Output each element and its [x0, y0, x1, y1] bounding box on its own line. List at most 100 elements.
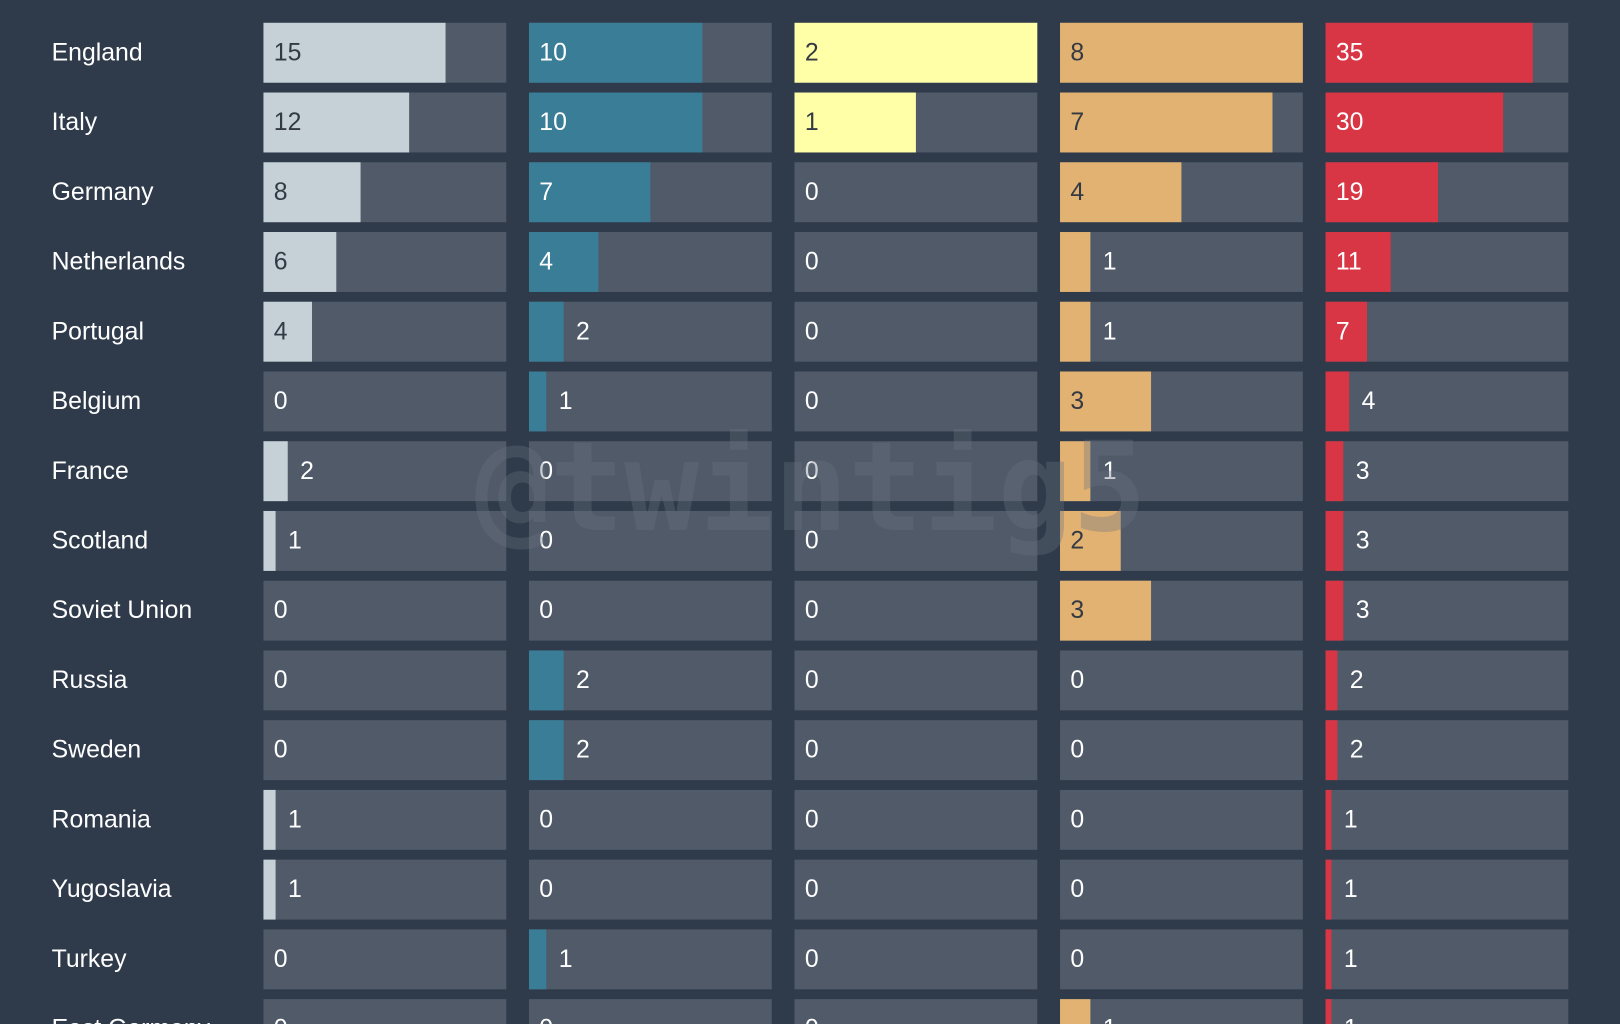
bar-track: [794, 371, 1038, 432]
value-label: 2: [1350, 737, 1364, 764]
bar-track: [794, 789, 1038, 850]
value-label: 3: [1070, 597, 1084, 624]
bar: [1325, 232, 1391, 292]
row-label: Belgium: [52, 388, 142, 415]
value-label: 10: [539, 39, 567, 66]
value-label: 2: [1070, 528, 1084, 555]
bar-track: [1060, 232, 1303, 292]
value-label: 1: [559, 946, 573, 973]
bar: [1325, 22, 1533, 83]
row-label: Romania: [52, 806, 151, 833]
bar: [263, 232, 337, 292]
value-label: 1: [1344, 876, 1358, 903]
row-label: Italy: [52, 109, 98, 136]
bar: [1060, 999, 1091, 1024]
value-label: 7: [539, 179, 553, 206]
bar-track: [1325, 371, 1569, 432]
value-label: 0: [805, 1016, 819, 1024]
value-label: 0: [805, 946, 819, 973]
value-label: 1: [1344, 806, 1358, 833]
bar-track: [263, 650, 507, 711]
bar: [1325, 510, 1344, 571]
value-label: 1: [288, 876, 302, 903]
value-label: 0: [274, 388, 288, 415]
bar: [1060, 232, 1091, 292]
bar-track: [528, 510, 772, 571]
bar: [528, 301, 564, 362]
bar: [1325, 580, 1344, 641]
value-label: 2: [805, 39, 819, 66]
value-label: 1: [1344, 946, 1358, 973]
bar: [1060, 580, 1152, 641]
value-label: 0: [539, 876, 553, 903]
bar-track: [1325, 510, 1569, 571]
value-label: 0: [539, 528, 553, 555]
bar: [1325, 789, 1332, 850]
bar-track: [263, 859, 507, 920]
bar-track: [794, 510, 1038, 571]
bar-track: [528, 859, 772, 920]
bar: [1325, 371, 1350, 432]
value-label: 0: [274, 946, 288, 973]
bar-track: [263, 580, 507, 641]
value-label: 1: [559, 388, 573, 415]
bar-track: [1325, 929, 1569, 990]
value-label: 0: [805, 737, 819, 764]
value-label: 7: [1336, 318, 1350, 345]
row-label: Sweden: [52, 737, 142, 764]
value-label: 0: [1070, 806, 1084, 833]
bar-track: [528, 301, 772, 362]
bar: [263, 22, 446, 83]
bar-track: [528, 999, 772, 1024]
row-label: England: [52, 39, 143, 66]
value-label: 12: [274, 109, 302, 136]
bar: [1325, 301, 1368, 362]
bar: [1060, 510, 1121, 571]
bar-track: [1325, 650, 1569, 711]
bar: [528, 162, 651, 223]
row-label: France: [52, 458, 129, 485]
value-label: 3: [1356, 597, 1370, 624]
value-label: 3: [1356, 528, 1370, 555]
value-label: 8: [274, 179, 288, 206]
bar-track: [528, 650, 772, 711]
bar-track: [794, 162, 1038, 223]
bar: [528, 929, 547, 990]
value-label: 0: [1070, 667, 1084, 694]
value-label: 30: [1336, 109, 1364, 136]
bar: [528, 650, 564, 711]
row-label: Germany: [52, 179, 155, 206]
bar-track: [794, 580, 1038, 641]
value-label: 1: [1344, 1016, 1358, 1024]
value-label: 15: [274, 39, 302, 66]
value-label: 1: [1103, 458, 1117, 485]
bar-track: [1060, 301, 1303, 362]
bar: [1325, 650, 1338, 711]
bar-track: [794, 441, 1038, 502]
bar: [528, 22, 703, 83]
bar-track: [794, 301, 1038, 362]
bar-track: [794, 999, 1038, 1024]
value-label: 4: [1070, 179, 1084, 206]
value-label: 0: [805, 806, 819, 833]
bar-track: [1325, 859, 1569, 920]
bar-track: [528, 720, 772, 781]
bar-track: [528, 441, 772, 502]
value-label: 0: [274, 597, 288, 624]
value-label: 1: [805, 109, 819, 136]
row-label: Yugoslavia: [52, 876, 172, 903]
bar: [528, 92, 703, 153]
value-label: 0: [274, 667, 288, 694]
bar-track: [1060, 441, 1303, 502]
bar-track: [263, 789, 507, 850]
bar: [263, 301, 313, 362]
row-label: Portugal: [52, 318, 144, 345]
value-label: 2: [576, 318, 590, 345]
value-label: 0: [805, 458, 819, 485]
value-label: 6: [274, 249, 288, 276]
value-label: 4: [274, 318, 288, 345]
bar: [1325, 441, 1344, 502]
bar: [1325, 929, 1332, 990]
